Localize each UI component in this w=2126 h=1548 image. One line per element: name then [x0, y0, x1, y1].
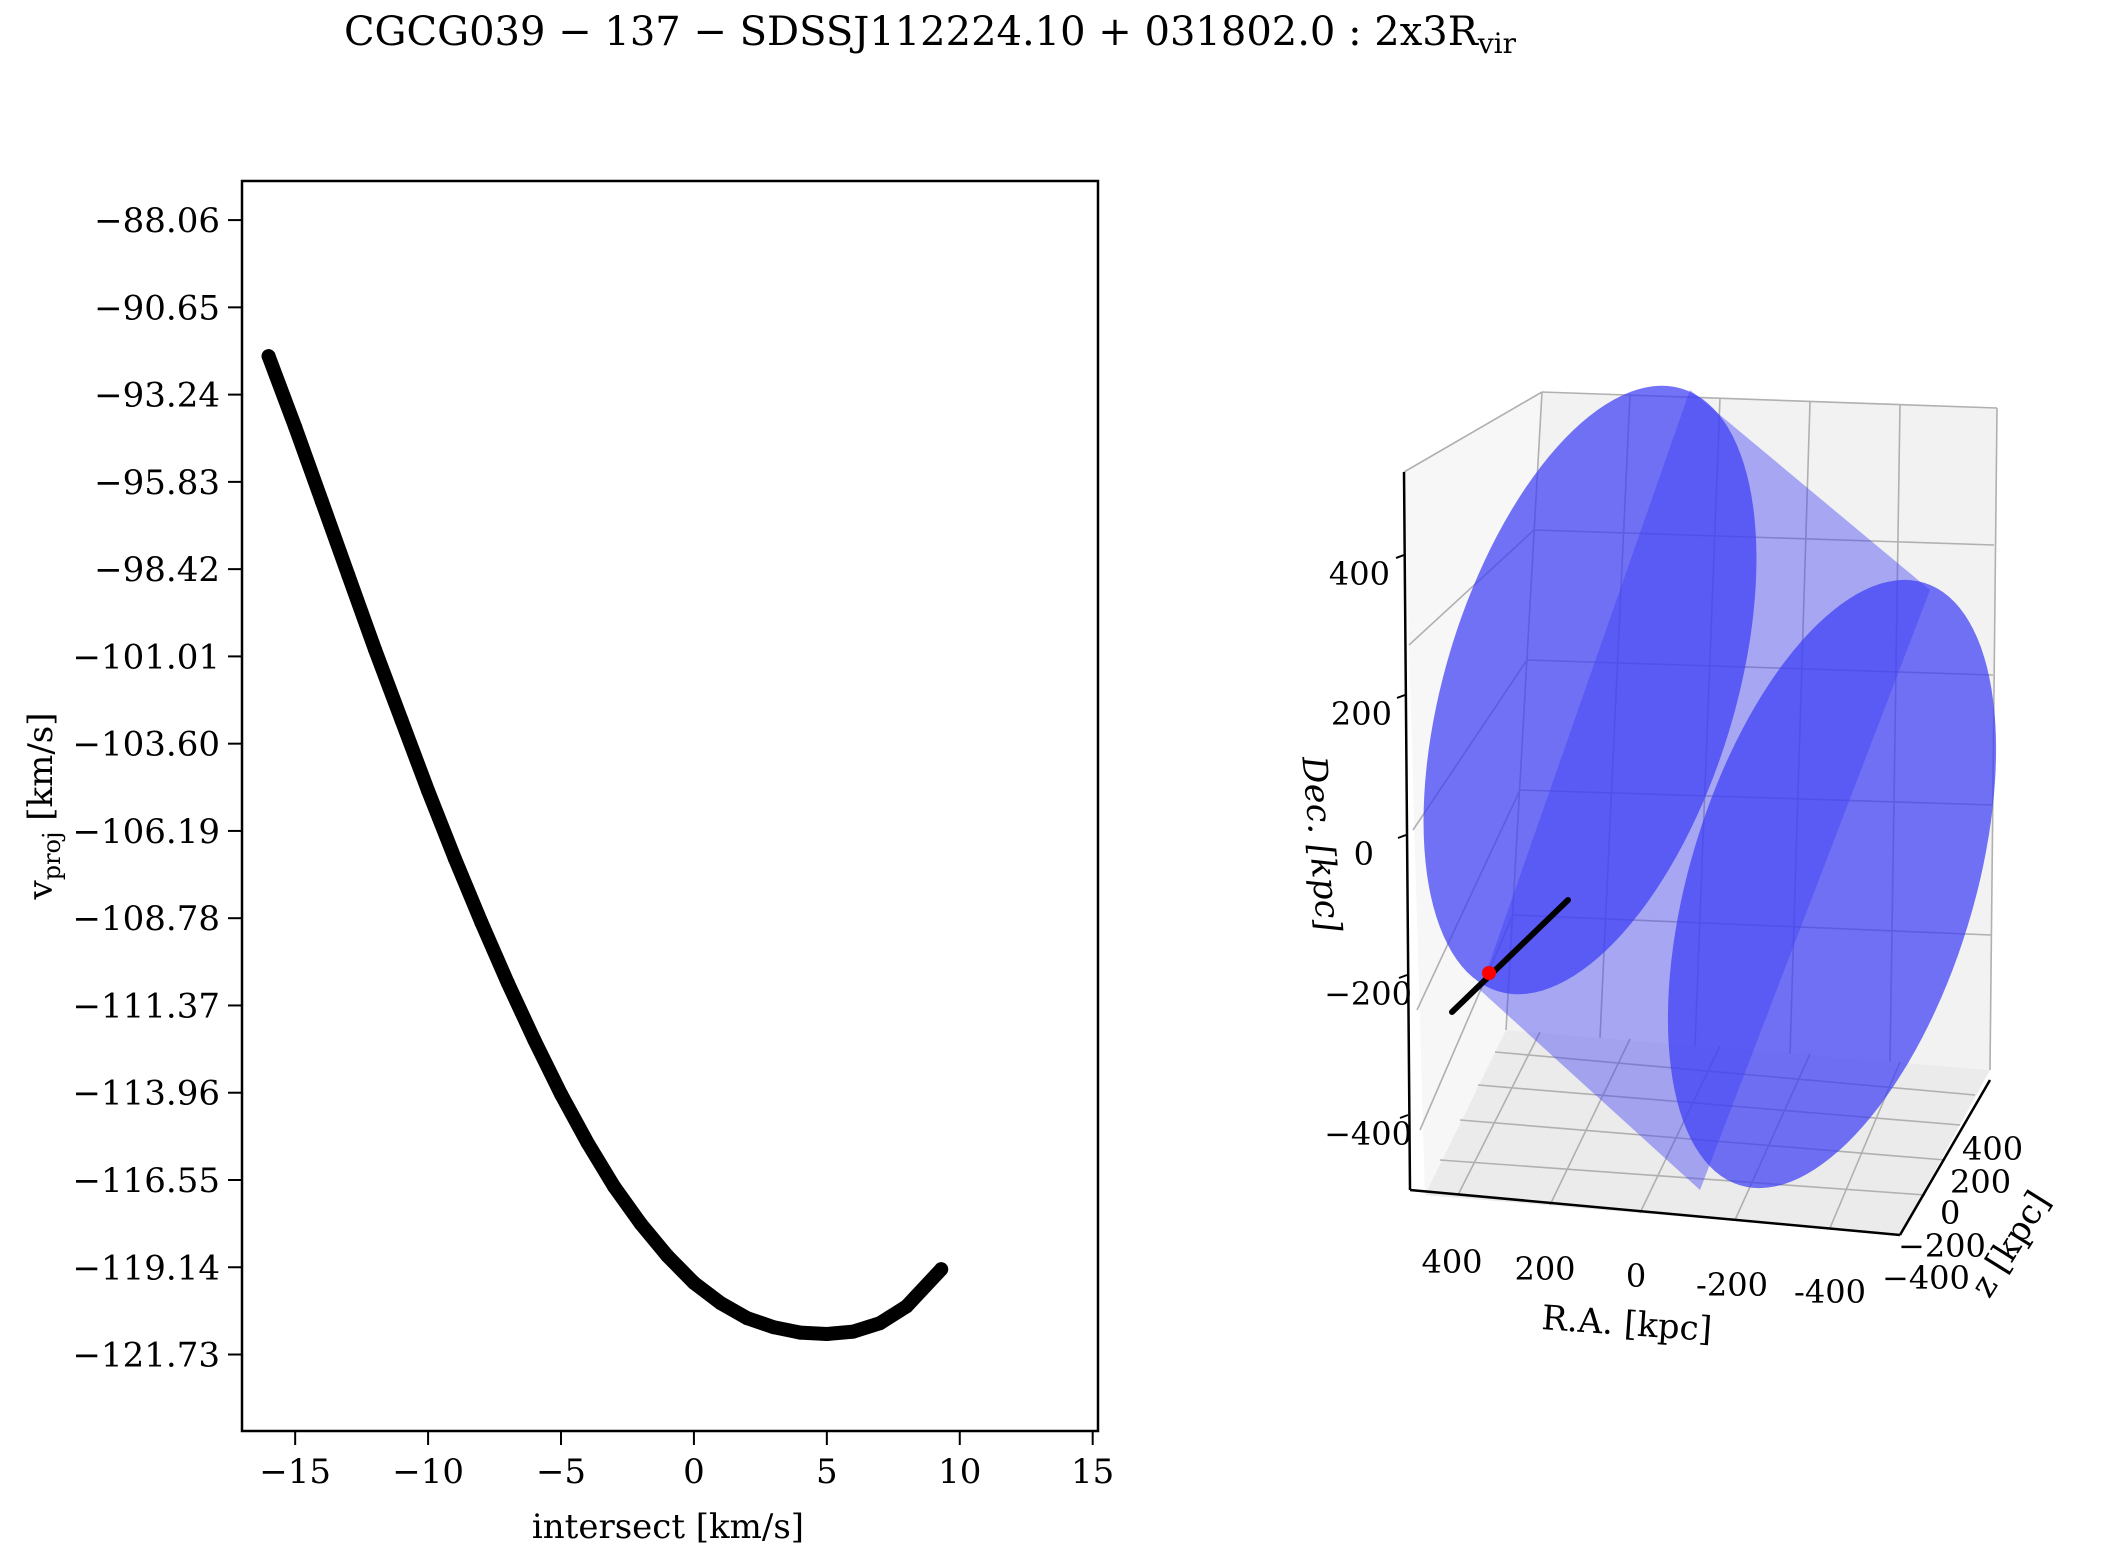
y-axis-label-main: v	[21, 880, 61, 901]
z-tick-400: 400	[1962, 1130, 2023, 1168]
dec-ticks: 400 200 0 −200 −400	[1324, 554, 1412, 1153]
x-axis-ticks: −15 −10 −5 0 5 10 15	[259, 1431, 1114, 1492]
cylinder-end-near	[1667, 579, 1997, 1189]
series-layer	[261, 349, 949, 1341]
x-tick-label: 5	[816, 1452, 838, 1492]
figure-title: CGCG039 − 137 − SDSSJ112224.10 + 031802.…	[344, 9, 1517, 60]
x-axis-label: intersect [km/s]	[532, 1507, 804, 1547]
ra-axis-line	[1409, 1188, 1901, 1237]
y-tick-label: −121.73	[73, 1336, 220, 1376]
ra-tick-m400: -400	[1794, 1273, 1866, 1311]
x-tick-label: −5	[536, 1452, 586, 1492]
y-axis-label-sub: proj	[38, 832, 66, 881]
figure-title-main: CGCG039 − 137 − SDSSJ112224.10 + 031802.…	[344, 9, 1480, 55]
dec-axis-label: Dec. [kpc]	[1293, 754, 1348, 935]
dec-tick-200: 200	[1331, 695, 1392, 733]
x-tick-label: 0	[683, 1452, 705, 1492]
x-tick-label: 10	[938, 1452, 981, 1492]
x-tick-label: −15	[259, 1452, 331, 1492]
sightline	[1449, 897, 1571, 1015]
y-tick-label: −90.65	[94, 288, 220, 328]
intersection-marker	[1482, 966, 1496, 980]
dec-tick-m400: −400	[1324, 1115, 1412, 1153]
ra-tick-400: 400	[1421, 1243, 1482, 1281]
ra-ticks: 400 200 0 -200 -400	[1421, 1243, 1865, 1311]
y-axis-label: vproj [km/s]	[21, 712, 66, 900]
cylinder-end-far	[1423, 385, 1757, 995]
z-tick-200: 200	[1950, 1163, 2011, 1201]
y-tick-label: −116.55	[73, 1161, 220, 1201]
y-tick-label: −106.19	[73, 812, 220, 852]
y-tick-label: −111.37	[73, 986, 220, 1026]
dec-tick-400: 400	[1329, 555, 1390, 593]
z-tick-m200: −200	[1898, 1227, 1986, 1265]
dec-tick-m200: −200	[1324, 975, 1412, 1013]
right-3d-panel: 400 200 0 −200 −400 Dec. [kpc] 400 200 0…	[1293, 385, 2059, 1350]
y-tick-label: −98.42	[94, 550, 220, 590]
y-tick-label: −95.83	[94, 463, 220, 503]
x-tick-label: 15	[1071, 1452, 1114, 1492]
y-tick-label: −88.06	[94, 201, 220, 241]
ra-tick-200: 200	[1514, 1250, 1575, 1288]
left-panel: −15 −10 −5 0 5 10 15 −88.06−90.65−93.24−95.83−…	[21, 179, 1114, 1547]
ra-tick-m200: -200	[1696, 1266, 1768, 1304]
series-curve	[261, 349, 949, 1341]
y-tick-label: −103.60	[73, 725, 220, 765]
y-tick-label: −108.78	[73, 899, 220, 939]
y-tick-label: −101.01	[73, 637, 220, 677]
x-tick-label: −10	[392, 1452, 464, 1492]
figure-title-sub: vir	[1477, 27, 1517, 60]
y-axis-label-unit: [km/s]	[21, 712, 61, 831]
y-tick-label: −119.14	[73, 1248, 220, 1288]
z-ticks: 400 200 0 −200 −400	[1882, 1130, 2023, 1297]
y-tick-label: −93.24	[94, 376, 220, 416]
z-tick-m400: −400	[1882, 1259, 1970, 1297]
ra-tick-0: 0	[1626, 1257, 1646, 1295]
left-plot-frame	[240, 179, 1100, 1433]
dec-axis-line	[1402, 471, 1412, 1191]
z-tick-0: 0	[1940, 1194, 1960, 1232]
z-axis-line	[1898, 1079, 1992, 1236]
ra-axis-label: R.A. [kpc]	[1540, 1298, 1713, 1350]
y-axis-ticks: −88.06 −90.65 −93.24 −95.83 −98.42 −101.01 −10…	[73, 201, 242, 1376]
y-tick-label: −113.96	[73, 1074, 220, 1114]
dec-tick-0: 0	[1354, 835, 1374, 873]
